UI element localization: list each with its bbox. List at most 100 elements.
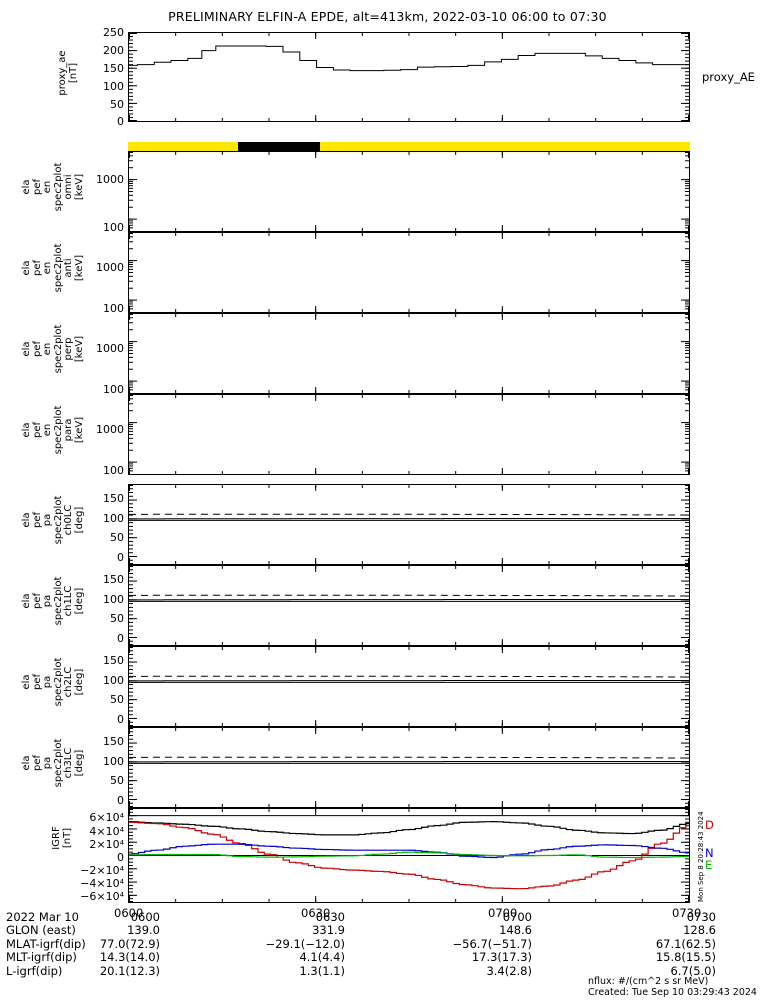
- panel-label-en-anti: ela pef en spec2plot anti [keV]: [21, 243, 85, 293]
- row-label-glon: GLON (east): [6, 923, 76, 938]
- xtick-0700: 0700: [488, 906, 518, 920]
- legend-igrf-e: E: [705, 858, 713, 872]
- ytick-perp-100: 100: [103, 383, 124, 396]
- footnote-nflux: nflux: #/(cm^2 s sr MeV): [588, 976, 709, 987]
- ytick-ch2-50: 50: [110, 693, 124, 706]
- ytick-ch1-100: 100: [103, 593, 124, 606]
- ytick-ch0-50: 50: [110, 531, 124, 544]
- panel-label-en-para: ela pef en spec2plot para [keV]: [21, 405, 85, 455]
- ytick-igrf-m6: −6×10⁴: [80, 890, 124, 903]
- ytick-igrf-m2: −2×10⁴: [80, 864, 124, 877]
- cell-lshell-0600: 20.1(12.3): [99, 963, 160, 978]
- panel-pa-ch2lc: [128, 646, 690, 727]
- cell-date-0730: 0730: [686, 910, 716, 924]
- cell-mlt-0730: 15.8(15.5): [655, 950, 716, 965]
- panel-label-pa-ch2lc: ela pef pa spec2plot ch2LC [deg]: [21, 657, 85, 707]
- panel-label-en-omni: ela pef en spec2plot omni [keV]: [21, 162, 85, 212]
- cell-lshell-0700: 3.4(2.8): [486, 963, 532, 978]
- creation-stamp-vertical: Mon Sep 8 20:28:43 2024: [697, 811, 705, 902]
- ytick-anti-100: 100: [103, 302, 124, 315]
- ytick-igrf-m4: −4×10⁴: [80, 877, 124, 890]
- xtick-0730: 0730: [672, 906, 702, 920]
- cell-lshell-0630: 1.3(1.1): [299, 963, 345, 978]
- ephemeris-table: 2022 Mar 10 0600 0630 0700 0730 GLON (ea…: [6, 910, 775, 978]
- panel-en-anti: [128, 232, 690, 313]
- cell-glon-0600: 139.0: [127, 923, 160, 938]
- panel-pa-ch0lc: [128, 484, 690, 565]
- ytick-igrf-0: 0: [117, 851, 124, 864]
- ytick-anti-1000: 1000: [96, 261, 124, 274]
- panel-en-perp: [128, 313, 690, 394]
- panel-label-pa-ch3lc: ela pef pa spec2plot ch3LC [deg]: [21, 738, 85, 788]
- ytick-ch1-150: 150: [103, 573, 124, 586]
- ytick-ae-0: 0: [117, 115, 124, 128]
- panel-label-proxy-ae: proxy_ae [nT]: [57, 50, 79, 96]
- ytick-ch1-50: 50: [110, 612, 124, 625]
- panel-en-omni: [128, 151, 690, 232]
- ytick-ch0-0: 0: [117, 551, 124, 564]
- table-row: 2022 Mar 10 0600 0630 0700 0730: [6, 910, 775, 924]
- ytick-para-100: 100: [103, 464, 124, 477]
- cell-date-0600: 0600: [130, 910, 160, 924]
- ytick-ae-150: 150: [103, 62, 124, 75]
- science-zone-bar: [128, 142, 690, 151]
- cell-mlat-0730: 67.1(62.5): [655, 936, 716, 951]
- row-label-mlt: MLT-igrf(dip): [6, 950, 77, 965]
- row-label-date: 2022 Mar 10: [6, 910, 79, 924]
- page-title: PRELIMINARY ELFIN-A EPDE, alt=413km, 202…: [168, 9, 607, 24]
- cell-date-0700: 0700: [502, 910, 532, 924]
- cell-glon-0630: 331.9: [312, 923, 345, 938]
- panel-en-para: [128, 394, 690, 475]
- ytick-perp-1000: 1000: [96, 342, 124, 355]
- ytick-ch1-0: 0: [117, 632, 124, 645]
- cell-mlt-0600: 14.3(14.0): [99, 950, 160, 965]
- panel-pa-ch1lc: [128, 565, 690, 646]
- cell-mlt-0700: 17.3(17.3): [471, 950, 532, 965]
- ytick-para-1000: 1000: [96, 423, 124, 436]
- ytick-ae-200: 200: [103, 44, 124, 57]
- ytick-ae-100: 100: [103, 80, 124, 93]
- panel-igrf: [128, 808, 690, 903]
- ytick-igrf-p4: 4×10⁴: [89, 825, 124, 838]
- science-zone-highlight: [238, 142, 320, 151]
- xtick-0600: 0600: [114, 906, 144, 920]
- ytick-ch3-0: 0: [117, 794, 124, 807]
- xtick-0630: 0630: [301, 906, 331, 920]
- legend-igrf-d: D: [705, 818, 714, 832]
- legend-igrf-n: N: [705, 846, 714, 860]
- ytick-ch3-150: 150: [103, 735, 124, 748]
- ytick-omni-100: 100: [103, 221, 124, 234]
- table-row: MLAT-igrf(dip) 77.0(72.9) −29.1(−12.0) −…: [6, 936, 775, 951]
- ytick-ch0-100: 100: [103, 512, 124, 525]
- ytick-ch3-50: 50: [110, 774, 124, 787]
- row-label-mlat: MLAT-igrf(dip): [6, 936, 86, 951]
- cell-glon-0730: 128.6: [683, 923, 716, 938]
- panel-label-en-perp: ela pef en spec2plot perp [keV]: [21, 324, 85, 374]
- cell-mlat-0700: −56.7(−51.7): [452, 936, 532, 951]
- legend-proxy-ae: proxy_AE: [702, 70, 755, 84]
- footnote-created: Created: Tue Sep 10 03:29:43 2024: [588, 987, 757, 998]
- ytick-igrf-p6: 6×10⁴: [89, 811, 124, 824]
- panel-label-pa-ch1lc: ela pef pa spec2plot ch1LC [deg]: [21, 576, 85, 626]
- ytick-ch2-0: 0: [117, 713, 124, 726]
- row-label-lshell: L-igrf(dip): [6, 963, 63, 978]
- cell-date-0630: 0630: [315, 910, 345, 924]
- ytick-omni-1000: 1000: [96, 173, 124, 186]
- table-row: L-igrf(dip) 20.1(12.3) 1.3(1.1) 3.4(2.8)…: [6, 963, 775, 978]
- cell-lshell-0730: 6.7(5.0): [670, 963, 716, 978]
- ytick-ch3-100: 100: [103, 755, 124, 768]
- ytick-ae-50: 50: [110, 98, 124, 111]
- ytick-ae-250: 250: [103, 26, 124, 39]
- ytick-igrf-p2: 2×10⁴: [89, 838, 124, 851]
- table-row: MLT-igrf(dip) 14.3(14.0) 4.1(4.4) 17.3(1…: [6, 950, 775, 965]
- panel-pa-ch3lc: [128, 727, 690, 808]
- ytick-ch2-150: 150: [103, 654, 124, 667]
- cell-mlt-0630: 4.1(4.4): [299, 950, 345, 965]
- cell-mlat-0600: 77.0(72.9): [99, 936, 160, 951]
- cell-glon-0700: 148.6: [499, 923, 532, 938]
- ytick-ch0-150: 150: [103, 492, 124, 505]
- panel-label-pa-ch0lc: ela pef pa spec2plot ch0LC [deg]: [21, 495, 85, 545]
- panel-proxy-ae: [128, 32, 690, 122]
- ytick-ch2-100: 100: [103, 674, 124, 687]
